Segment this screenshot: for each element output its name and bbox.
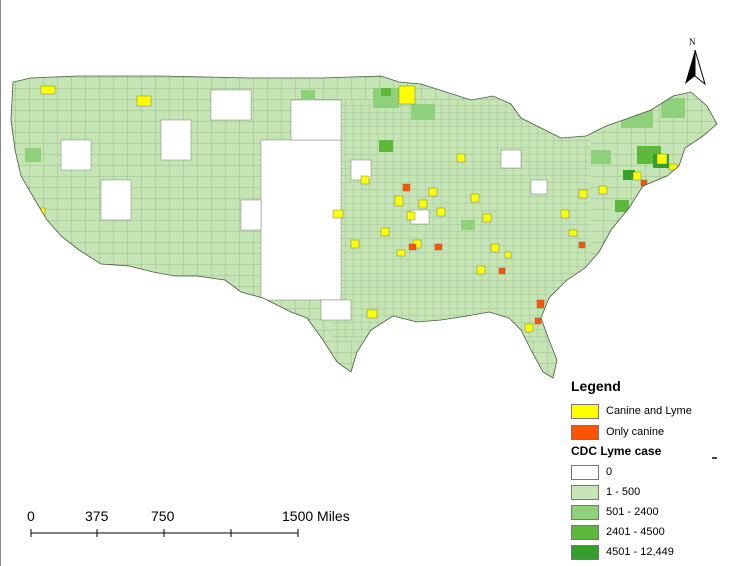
scale-bar bbox=[30, 529, 299, 537]
legend-label: 2401 - 4500 bbox=[606, 526, 665, 538]
scale-label-0: 0 bbox=[27, 508, 35, 524]
legend-swatch bbox=[571, 424, 599, 440]
legend-label: 0 bbox=[606, 466, 613, 478]
legend-class-2: 501 - 2400 bbox=[571, 503, 659, 521]
legend-title: Legend bbox=[571, 378, 621, 394]
scale-label-750: 750 bbox=[151, 508, 175, 524]
stray-mark bbox=[712, 457, 717, 459]
legend-label: 501 - 2400 bbox=[606, 506, 659, 518]
legend-class-4: 4501 - 12,449 bbox=[571, 543, 674, 561]
north-arrow-icon bbox=[685, 49, 706, 86]
legend-class-3: 2401 - 4500 bbox=[571, 523, 665, 541]
legend-cdc-title: CDC Lyme case bbox=[571, 444, 662, 458]
us-counties-map bbox=[11, 76, 717, 378]
scale-label-1500: 1500 Miles bbox=[282, 508, 350, 524]
legend-swatch bbox=[571, 544, 599, 560]
us-outline bbox=[10, 75, 718, 379]
only-canine-counties bbox=[402, 179, 648, 325]
legend-label: Only canine bbox=[606, 426, 665, 438]
legend-label: Canine and Lyme bbox=[606, 405, 692, 417]
legend-swatch bbox=[571, 464, 599, 480]
legend-class-1: 1 - 500 bbox=[571, 483, 640, 501]
legend-swatch bbox=[571, 524, 599, 540]
legend-class-0: 0 bbox=[571, 463, 612, 481]
legend-swatch bbox=[571, 504, 599, 520]
legend-label: 1 - 500 bbox=[606, 486, 641, 498]
legend-item-canine-lyme: Canine and Lyme bbox=[571, 402, 692, 420]
scale-label-375: 375 bbox=[85, 508, 109, 524]
north-label: N bbox=[689, 37, 696, 47]
legend-swatch bbox=[571, 484, 599, 500]
zero-case-counties bbox=[60, 89, 548, 321]
legend-label: 4501 - 12,449 bbox=[606, 546, 674, 558]
legend-swatch bbox=[571, 403, 599, 419]
legend-item-only-canine: Only canine bbox=[571, 423, 664, 441]
